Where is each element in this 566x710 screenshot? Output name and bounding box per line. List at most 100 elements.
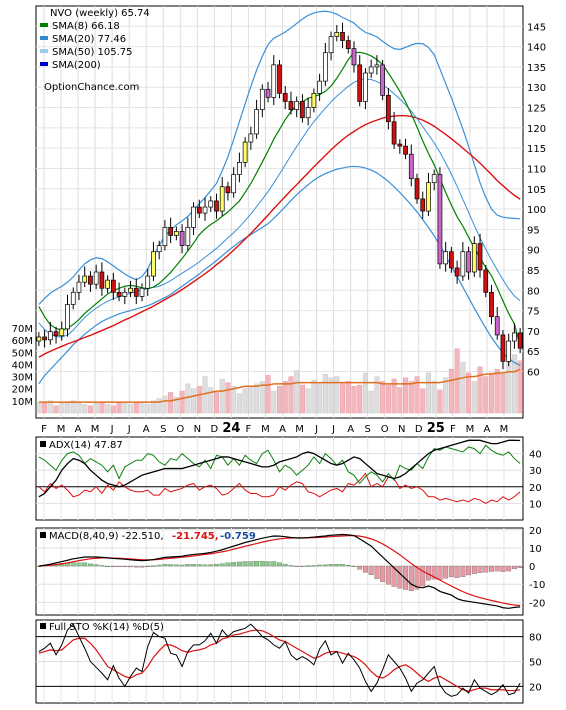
macd-histogram-bar — [196, 564, 202, 567]
candle-body — [93, 271, 99, 285]
volume-bar — [82, 404, 88, 414]
macd-tick-label: 0 — [529, 562, 535, 573]
candle-body — [53, 331, 59, 337]
macd-histogram-bar — [506, 565, 512, 572]
x-tick-label: A — [75, 424, 82, 435]
volume-bar — [219, 378, 225, 414]
macd-histogram-bar — [208, 564, 214, 567]
legend-entry: SMA(50) 105.75 — [52, 47, 133, 58]
stoch-d-line — [38, 629, 521, 693]
volume-bar — [196, 386, 202, 414]
volume-bar — [299, 384, 305, 414]
adx-tick-label: 20 — [529, 483, 542, 494]
price-tick-label: 135 — [527, 63, 546, 74]
macd-legend-swatch — [40, 532, 46, 538]
candle-body — [145, 275, 151, 289]
candle-body — [334, 32, 340, 37]
macd-histogram-bar — [105, 565, 111, 568]
volume-bar — [276, 386, 283, 414]
volume-bar — [162, 395, 168, 414]
candle-body — [271, 64, 277, 98]
volume-bar — [156, 398, 162, 414]
stoch-k-line — [38, 623, 521, 697]
volume-bar — [288, 376, 294, 414]
candle-body — [59, 328, 65, 337]
candle-body — [466, 251, 471, 273]
candle-body — [294, 101, 300, 110]
candle-body — [317, 80, 322, 94]
watermark-text: OptionChance.com — [44, 82, 139, 93]
price-tick-label: 80 — [527, 286, 540, 297]
price-tick-label: 75 — [527, 307, 540, 318]
candle-body — [403, 145, 408, 155]
price-tick-label: 85 — [527, 266, 540, 277]
candle-body — [110, 279, 116, 293]
legend-swatch — [40, 36, 48, 40]
candle-body — [368, 66, 374, 74]
macd-tick-label: 20 — [529, 526, 542, 537]
candle-body — [471, 243, 477, 273]
macd-histogram-bar — [214, 563, 219, 567]
x-tick-label: F — [246, 424, 252, 435]
macd-tick-label: -10 — [529, 580, 545, 591]
volume-bar — [477, 366, 483, 414]
x-tick-label: O — [381, 424, 389, 435]
macd-histogram-bar — [162, 564, 168, 567]
stoch-legend-swatch — [40, 623, 46, 629]
x-tick-label: N — [398, 424, 405, 435]
volume-bar — [231, 386, 237, 414]
candle-body — [156, 245, 162, 253]
volume-bar — [53, 405, 59, 414]
macd-histogram-bar — [294, 565, 300, 568]
candle-body — [219, 186, 225, 212]
volume-bar — [322, 373, 328, 414]
volume-bar — [466, 372, 472, 414]
volume-bar — [397, 387, 403, 414]
candle-body — [99, 271, 105, 289]
adx-tick-label: 30 — [529, 466, 542, 477]
volume-bar — [500, 373, 506, 414]
macd-histogram-bar — [116, 565, 122, 568]
volume-bar — [391, 378, 397, 414]
macd-tick-label: 10 — [529, 544, 542, 555]
macd-histogram-bar — [483, 565, 489, 573]
macd-histogram-bar — [93, 564, 99, 567]
x-tick-label: J — [314, 424, 318, 435]
volume-bar — [380, 381, 386, 414]
candle-body — [133, 287, 139, 297]
volume-bar — [282, 381, 288, 414]
macd-histogram-bar — [202, 564, 208, 567]
adx-di-plus-line — [38, 444, 521, 485]
volume-bar — [345, 381, 351, 414]
volume-bar — [116, 401, 122, 414]
volume-bar — [105, 404, 111, 414]
candle-body — [47, 331, 53, 341]
macd-histogram-bar — [317, 564, 323, 567]
x-tick-label: N — [194, 424, 201, 435]
adx-panel — [35, 436, 524, 521]
candle-body — [282, 92, 288, 102]
x-tick-label: D — [415, 424, 423, 435]
macd-histogram-bar — [454, 565, 460, 578]
macd-histogram-bar — [76, 562, 82, 567]
x-tick-label: F — [450, 424, 456, 435]
candle-body — [311, 92, 317, 108]
candle-body — [105, 279, 110, 289]
macd-histogram-bar — [362, 565, 368, 573]
volume-tick-label: 20M — [12, 385, 33, 396]
macd-histogram-bar — [219, 563, 225, 567]
volume-bar — [362, 372, 368, 414]
volume-bar — [236, 393, 242, 414]
macd-histogram-bar — [351, 565, 357, 568]
candle-body — [179, 231, 185, 246]
volume-bar — [265, 375, 271, 414]
candle-body — [374, 64, 380, 68]
candle-body — [76, 281, 82, 293]
macd-histogram-bar — [357, 565, 363, 570]
volume-tick-label: 70M — [12, 324, 33, 335]
price-tick-label: 140 — [527, 43, 546, 54]
candle-body — [36, 336, 42, 342]
volume-bar — [254, 383, 260, 414]
volume-bar — [145, 404, 151, 414]
